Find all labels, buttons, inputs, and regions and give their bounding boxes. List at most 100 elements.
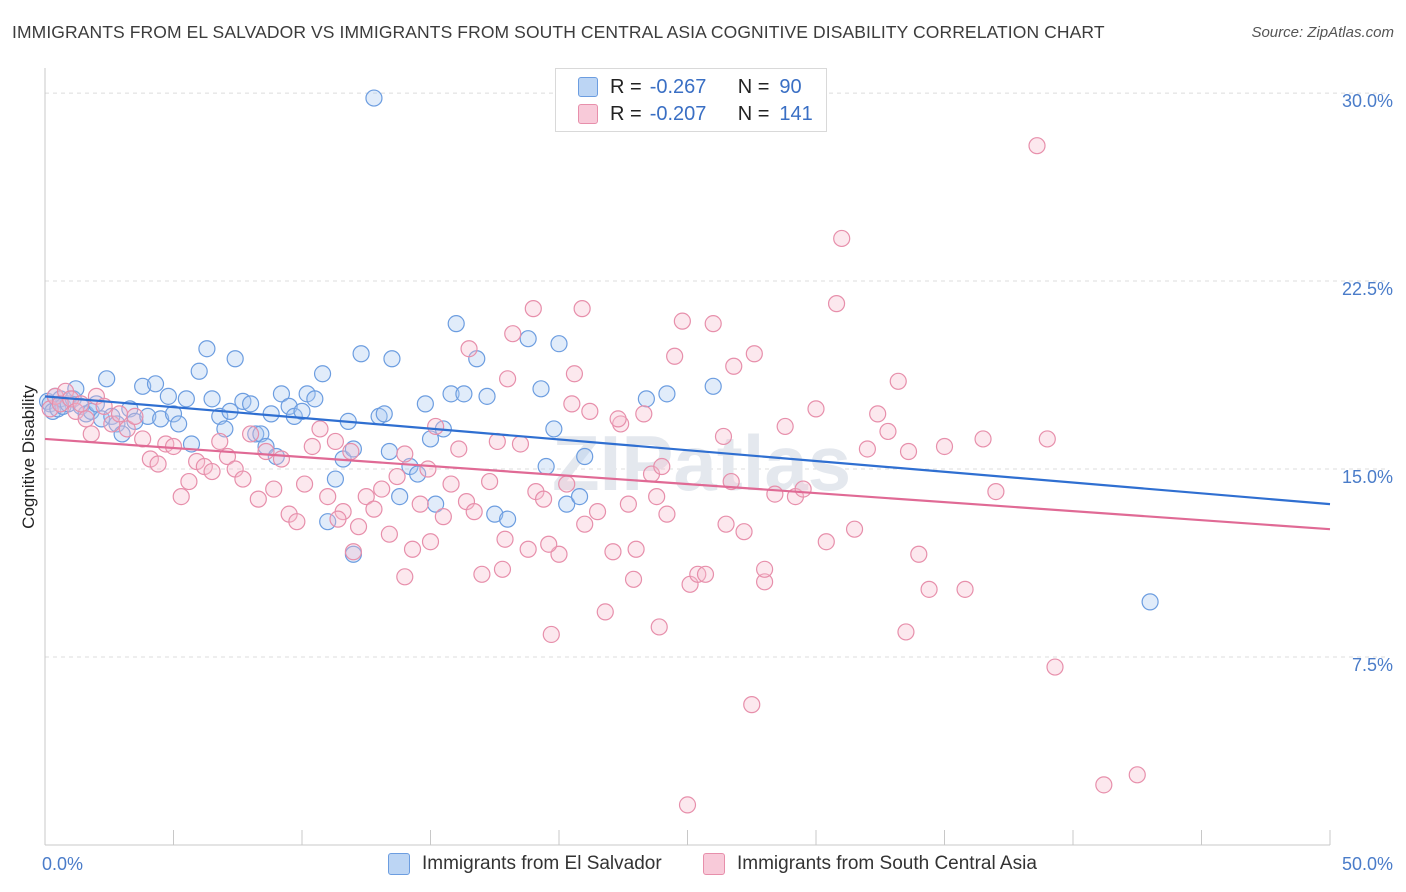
data-point: [889, 372, 907, 390]
data-point: [388, 467, 406, 486]
data-point: [342, 442, 360, 461]
data-point: [82, 425, 100, 443]
data-point: [499, 370, 517, 388]
data-point: [306, 390, 324, 408]
data-point: [524, 300, 542, 318]
legend-r-value: -0.207: [649, 102, 707, 125]
data-point: [465, 503, 483, 521]
data-point: [242, 425, 260, 443]
data-point: [311, 420, 329, 438]
data-point: [226, 350, 244, 368]
data-point: [380, 525, 398, 543]
data-point: [172, 488, 190, 506]
data-point: [735, 523, 753, 541]
data-point: [349, 518, 368, 536]
data-point: [704, 315, 722, 333]
data-point: [1141, 593, 1159, 611]
data-point: [704, 377, 722, 395]
data-point: [203, 390, 221, 408]
data-point: [612, 415, 630, 433]
data-point: [696, 565, 715, 583]
data-point: [920, 580, 938, 598]
data-point: [403, 540, 422, 558]
data-point: [766, 485, 784, 503]
data-point: [504, 325, 522, 343]
data-point: [935, 437, 954, 456]
data-point: [211, 432, 229, 451]
data-point: [1038, 430, 1056, 448]
legend-n-value: 90: [779, 75, 802, 98]
y-tick-label: 15.0%: [1342, 467, 1393, 487]
data-point: [635, 405, 653, 423]
data-point: [987, 482, 1005, 501]
source-label: Source: ZipAtlas.com: [1251, 24, 1394, 41]
data-point: [152, 410, 170, 428]
data-point: [604, 543, 622, 561]
data-point: [455, 385, 473, 403]
legend-label: Immigrants from South Central Asia: [737, 853, 1037, 874]
data-point: [126, 407, 144, 425]
axes: [44, 68, 1331, 846]
data-point: [442, 475, 460, 493]
data-point: [550, 335, 568, 353]
data-point: [653, 457, 671, 476]
data-point: [817, 533, 835, 551]
legend-r-value: -0.267: [649, 75, 707, 98]
data-point: [329, 510, 347, 528]
legend-n-label: N =: [737, 75, 770, 98]
data-point: [658, 505, 676, 523]
data-point: [588, 503, 607, 521]
data-point: [858, 440, 877, 458]
data-point: [743, 696, 761, 714]
data-point: [624, 570, 643, 588]
trend-line: [44, 395, 1331, 506]
data-point: [627, 540, 645, 558]
data-point: [177, 390, 195, 408]
data-point: [1028, 137, 1046, 155]
data-point: [98, 370, 116, 388]
data-point: [249, 490, 267, 508]
data-point: [257, 442, 275, 461]
data-point: [383, 350, 401, 368]
data-point: [434, 508, 452, 526]
trend-line: [44, 437, 1331, 531]
data-point: [396, 445, 414, 463]
data-point: [678, 796, 697, 814]
legend-swatch-pink: [578, 104, 598, 124]
data-point: [558, 475, 576, 493]
data-point: [198, 340, 216, 358]
data-point: [139, 407, 157, 425]
data-point: [596, 603, 614, 621]
data-point: [499, 510, 517, 528]
data-point: [658, 385, 676, 403]
data-point: [319, 488, 337, 506]
data-point: [570, 488, 589, 506]
data-point: [427, 417, 445, 436]
data-point: [149, 455, 167, 473]
data-point: [288, 513, 306, 531]
data-point: [722, 472, 740, 491]
data-point: [108, 415, 126, 433]
data-point: [755, 573, 774, 591]
data-point: [419, 460, 437, 478]
data-point: [146, 375, 165, 393]
data-point: [190, 362, 208, 380]
data-point: [673, 312, 691, 330]
data-point: [545, 420, 563, 438]
data-point: [897, 623, 915, 641]
data-point: [1046, 658, 1064, 676]
data-point: [170, 415, 188, 433]
data-point: [265, 480, 283, 498]
data-point: [67, 380, 85, 398]
data-point: [303, 437, 321, 456]
legend-swatch-blue: [388, 853, 410, 875]
data-point: [519, 330, 537, 348]
data-point: [807, 400, 825, 418]
data-point: [411, 495, 429, 513]
data-point: [869, 405, 887, 423]
legend-label: Immigrants from El Salvador: [422, 853, 662, 874]
data-point: [247, 425, 265, 443]
data-point: [450, 440, 468, 458]
data-point: [216, 420, 234, 438]
data-point: [481, 472, 499, 491]
